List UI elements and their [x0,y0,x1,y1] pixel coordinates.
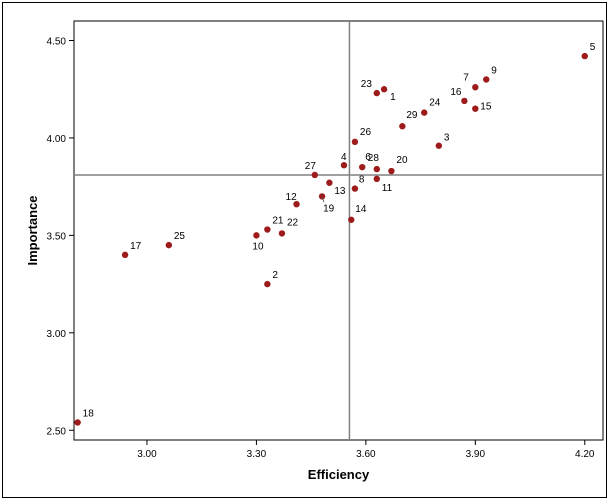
point-label-17: 17 [130,241,142,252]
point-label-3: 3 [444,133,450,144]
data-point-10 [253,232,260,239]
point-label-15: 15 [480,102,492,113]
data-point-12 [293,200,300,208]
y-axis-title: Importance [25,195,40,265]
point-label-11: 11 [382,183,393,194]
y-tick-label: 4.50 [47,36,67,47]
point-label-10: 10 [252,241,264,252]
point-label-22: 22 [287,217,299,228]
data-point-16 [461,97,468,105]
data-point-27 [311,171,318,179]
plot-area [73,20,604,441]
plot-border [73,20,604,441]
data-point-4 [340,162,348,169]
data-point-14 [348,216,355,223]
y-axis-ticks: 2.50 3.00 3.50 4.00 4.50 [47,36,74,437]
data-point-1 [380,86,388,93]
data-point-5 [581,52,588,60]
data-point-29 [399,123,406,130]
point-label-28: 28 [368,153,380,164]
point-label-2: 2 [272,270,278,281]
x-tick-label: 3.60 [356,449,376,460]
point-label-21: 21 [272,216,284,227]
point-label-16: 16 [450,87,462,98]
point-label-14: 14 [355,204,367,215]
y-tick-label: 2.50 [47,426,67,437]
data-point-22 [278,230,286,237]
data-point-3 [435,142,443,149]
data-point-23 [373,89,381,97]
point-label-24: 24 [429,98,441,109]
data-point-28 [373,165,381,173]
point-label-20: 20 [396,155,408,166]
y-tick-label: 3.50 [47,231,67,242]
scatter-chart: 3.00 3.30 3.60 3.90 4.20 2.50 3.00 3.50 4.00 4.5… [25,20,604,482]
data-point-8 [351,185,359,192]
leader-line-19 [321,196,325,203]
data-point-2 [264,280,271,288]
data-point-17 [121,251,129,259]
point-label-7: 7 [463,72,469,83]
y-tick-label: 3.00 [47,329,67,340]
data-point-15 [472,105,479,112]
point-label-27: 27 [305,161,317,172]
point-label-4: 4 [341,152,347,163]
x-tick-label: 4.20 [575,449,595,460]
data-point-21 [264,226,271,233]
point-label-5: 5 [590,42,596,53]
point-label-19: 19 [323,203,335,214]
data-point-13 [326,179,333,186]
x-tick-label: 3.00 [137,449,157,460]
point-label-12: 12 [286,192,298,203]
data-point-18 [74,419,81,426]
y-tick-label: 4.00 [47,134,67,145]
data-point-7 [472,84,479,91]
point-label-29: 29 [406,110,418,121]
point-label-13: 13 [334,186,346,197]
data-point-11 [373,175,381,183]
data-point-20 [388,167,395,175]
chart-frame: 3.00 3.30 3.60 3.90 4.20 2.50 3.00 3.50 4.00 4.5… [2,2,607,498]
data-point-9 [483,76,490,83]
x-tick-label: 3.30 [247,449,267,460]
data-point-25 [165,241,173,249]
data-points [74,52,588,426]
data-point-26 [351,138,359,146]
x-axis-title: Efficiency [308,467,370,482]
x-axis-ticks: 3.00 3.30 3.60 3.90 4.20 [137,440,595,460]
point-label-18: 18 [83,408,95,419]
reference-lines [74,21,603,440]
point-label-8: 8 [359,175,365,186]
x-tick-label: 3.90 [466,449,486,460]
point-label-6: 6 [365,152,371,163]
point-label-9: 9 [491,65,497,76]
point-label-25: 25 [174,231,186,242]
point-label-26: 26 [360,127,372,138]
data-point-24 [421,109,428,116]
point-label-23: 23 [361,79,373,90]
point-label-1: 1 [390,92,396,103]
data-point-6 [359,163,366,171]
